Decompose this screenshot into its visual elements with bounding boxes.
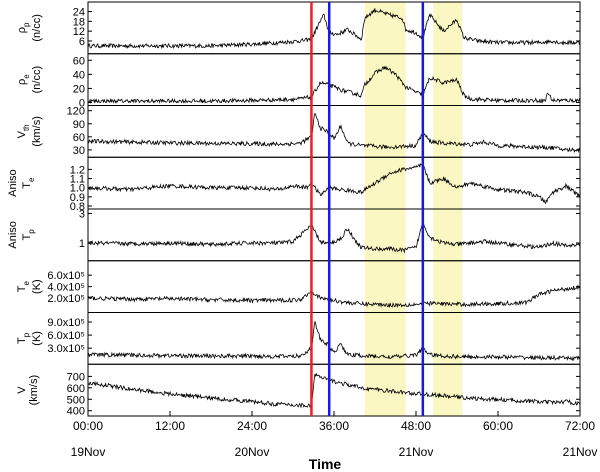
y-label-unit: (km/s) <box>28 375 40 406</box>
y-tick-label: 0.8 <box>70 201 85 213</box>
x-tick-label: 12:00 <box>155 419 185 433</box>
y-label-unit: (K) <box>31 331 43 346</box>
x-axis-title: Time <box>309 456 342 472</box>
y-label-symbol: T <box>21 233 33 240</box>
x-tick-label: 00:00 <box>73 419 103 433</box>
panel-frame <box>87 363 581 417</box>
x-tick-label: 60:00 <box>483 419 513 433</box>
y-tick-label: 1.0 <box>70 183 85 195</box>
panel-frame <box>87 208 581 262</box>
y-tick-label: 1.2 <box>70 164 85 176</box>
date-label: 19Nov <box>71 445 106 459</box>
y-axis-label: ρe(n/cc) <box>16 66 43 94</box>
y-label-subscript: e <box>27 177 36 182</box>
series-line-rho_p <box>87 8 581 50</box>
y-label-aniso: Aniso <box>7 169 19 197</box>
y-axis-label: Aniso Tp <box>7 221 36 249</box>
y-tick-label: 20 <box>73 83 85 95</box>
y-axis-label: Te(K) <box>16 279 43 294</box>
y-label-subscript: p <box>22 22 31 27</box>
panel-frame <box>87 156 581 210</box>
y-label-symbol: T <box>16 285 28 292</box>
y-tick-label: 30 <box>73 145 85 157</box>
y-tick-label: 60 <box>73 132 85 144</box>
y-axis-label: Vth(km/s) <box>16 116 43 147</box>
panels: 6121824ρp(n/cc)0204060ρe(n/cc)306090120V… <box>7 1 581 418</box>
y-tick-label: 400 <box>67 406 85 418</box>
series-line-rho_e <box>87 66 581 105</box>
panel-frame <box>87 53 581 106</box>
x-tick-label: 48:00 <box>401 419 431 433</box>
y-tick-label: 0 <box>79 98 85 110</box>
panel-T_e_aniso: 0.80.91.01.11.2 Aniso Te <box>7 156 581 213</box>
y-tick-label: 4.0x10⁵ <box>47 282 85 294</box>
y-axis-label: Tp(K) <box>16 331 43 346</box>
y-tick-label: 6 <box>79 36 85 48</box>
series-line-V <box>87 372 581 409</box>
panel-frame <box>87 105 581 158</box>
y-label-symbol: V <box>16 130 28 138</box>
y-tick-label: 40 <box>73 69 85 81</box>
y-tick-label: 120 <box>67 106 85 118</box>
x-tick-label: 36:00 <box>319 419 349 433</box>
y-tick-label: 9.0x10⁵ <box>47 317 85 329</box>
y-label-unit: (n/cc) <box>31 66 43 94</box>
y-label-symbol: ρ <box>16 27 28 33</box>
y-tick-label: 3 <box>79 208 85 220</box>
y-tick-label: 500 <box>67 394 85 406</box>
y-tick-label: 3.0x10⁵ <box>47 343 85 355</box>
series-line-T_e <box>87 284 581 309</box>
y-axis-label: ρp(n/cc) <box>16 14 43 42</box>
y-label-symbol: V <box>16 386 28 394</box>
y-label-unit: (km/s) <box>31 116 43 147</box>
date-label: 21Nov <box>563 445 598 459</box>
panel-rho_e: 0 20 40 60 ρe(n/cc) <box>16 53 581 110</box>
date-label: 21Nov <box>399 445 434 459</box>
y-tick-label: 600 <box>67 383 85 395</box>
y-label-subscript: p <box>22 332 31 337</box>
y-label-unit: (K) <box>31 279 43 294</box>
y-label-symbol: T <box>21 182 33 189</box>
y-tick-label: 18 <box>73 16 85 28</box>
y-tick-label: 1 <box>79 238 85 250</box>
y-label-aniso: Aniso <box>7 221 19 249</box>
event-lines <box>310 2 425 416</box>
series-line-T_p <box>87 320 581 362</box>
y-tick-label: 2.0x10⁵ <box>47 293 85 305</box>
x-axis: 00:00 12:00 24:00 36:00 48:00 60:00 72:00 19Nov… <box>71 411 598 459</box>
y-tick-label: 12 <box>73 26 85 38</box>
panel-frame <box>87 260 581 313</box>
y-tick-label: 1.1 <box>70 174 85 186</box>
y-label-symbol: T <box>16 337 28 344</box>
y-tick-label: 24 <box>73 7 85 19</box>
y-tick-label: 6.0x10⁵ <box>47 330 85 342</box>
y-label-subscript: p <box>27 229 36 234</box>
y-tick-label: 60 <box>73 55 85 67</box>
y-tick-label: 700 <box>67 371 85 383</box>
panel-T_p_aniso: 1 3 Aniso Tp <box>7 208 581 262</box>
date-label: 20Nov <box>235 445 270 459</box>
y-label-subscript: th <box>22 124 31 131</box>
y-axis-label: V(km/s) <box>16 375 40 406</box>
x-tick-label: 24:00 <box>237 419 267 433</box>
y-label-subscript: e <box>22 280 31 285</box>
y-axis-label: Aniso Te <box>7 169 36 197</box>
y-tick-label: 90 <box>73 119 85 131</box>
y-label-unit: (n/cc) <box>31 14 43 42</box>
series-line-T_p_aniso <box>87 221 581 254</box>
series-line-V_th <box>87 112 581 154</box>
x-tick-label: 72:00 <box>565 419 595 433</box>
y-tick-label: 0.9 <box>70 192 85 204</box>
y-label-subscript: e <box>22 74 31 79</box>
y-tick-label: 6.0x10⁵ <box>47 270 85 282</box>
series-line-T_e_aniso <box>87 162 581 205</box>
y-label-symbol: ρ <box>16 79 28 85</box>
panel-frame <box>87 1 581 55</box>
